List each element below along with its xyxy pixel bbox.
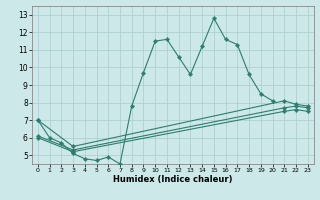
X-axis label: Humidex (Indice chaleur): Humidex (Indice chaleur) <box>113 175 233 184</box>
